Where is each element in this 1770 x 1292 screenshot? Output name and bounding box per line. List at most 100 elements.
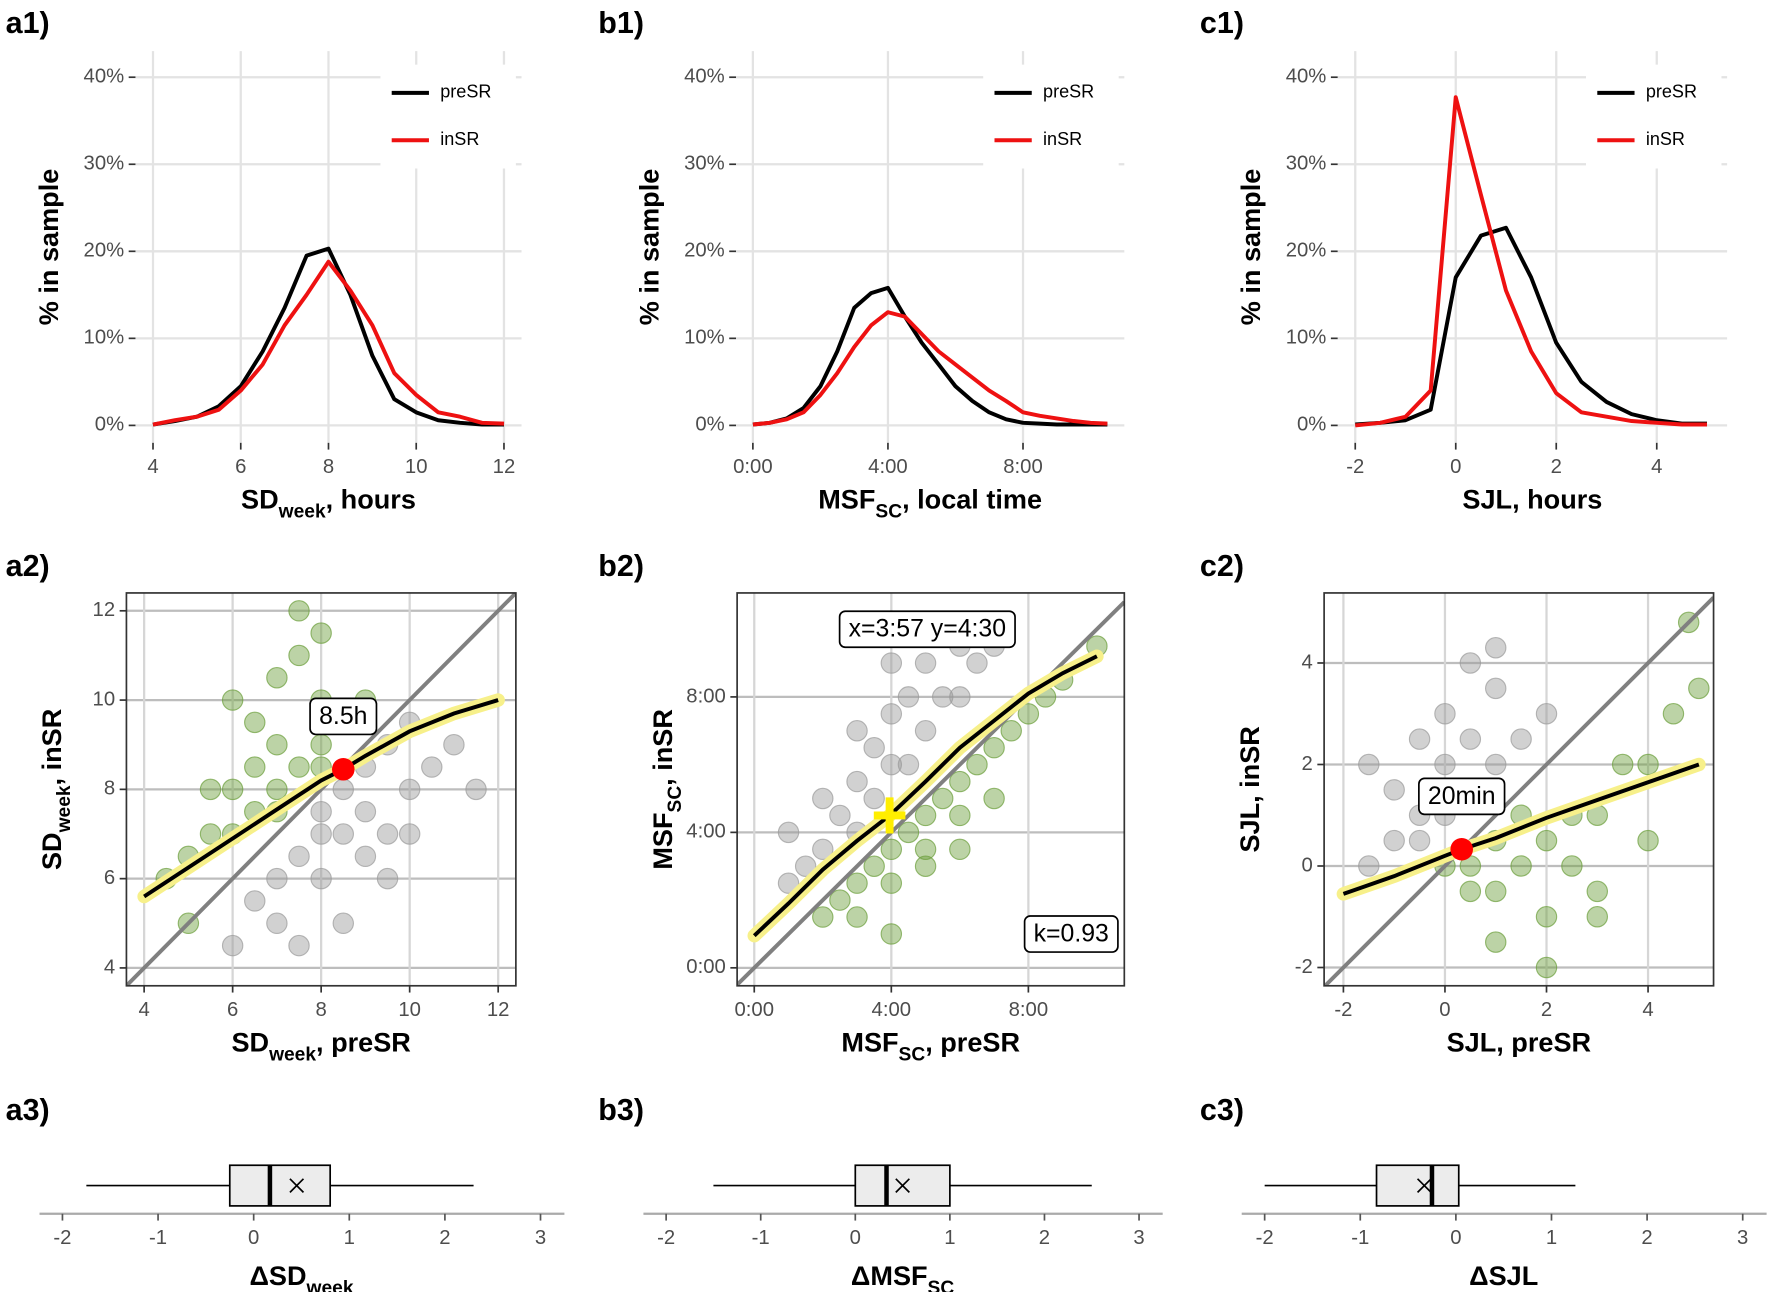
scatter-point — [1485, 753, 1507, 776]
scatter-point — [812, 838, 834, 861]
scatter-point — [244, 711, 266, 734]
x-tick-label: 4 — [1651, 456, 1662, 478]
scatter-point — [880, 703, 903, 725]
y-tick-label: 10 — [93, 688, 116, 710]
x-tick-label: 12 — [487, 999, 510, 1021]
x-tick-label: 0 — [1439, 999, 1450, 1021]
plot-border — [736, 592, 1126, 987]
y-axis-label: SJL, inSR — [1234, 726, 1265, 852]
scatter-point — [949, 686, 971, 708]
scatter-point — [880, 753, 903, 776]
scatter-point — [332, 823, 355, 845]
scatter-point — [332, 912, 355, 935]
scatter-point — [288, 600, 310, 622]
x-tick-label: -2 — [1346, 456, 1364, 478]
plot-area — [737, 600, 1125, 986]
plot-border — [1323, 592, 1715, 987]
scatter-point — [914, 652, 937, 674]
y-tick-label: 8 — [104, 778, 115, 800]
scatter-point — [1017, 703, 1040, 725]
scatter-point — [1510, 728, 1532, 750]
x-tick-label: 0 — [1450, 456, 1461, 478]
x-axis-label: SDweek, preSR — [231, 1027, 410, 1065]
scatter-point — [1459, 728, 1482, 750]
y-tick-label: 30% — [684, 153, 725, 175]
x-tick-label: 8 — [323, 456, 334, 478]
annotation: x=3:57 y=4:30 — [849, 616, 1006, 643]
plot-border — [125, 592, 517, 987]
x-tick-label: 0:00 — [733, 456, 773, 478]
scatter-point — [288, 756, 310, 778]
scatter-point — [914, 855, 937, 877]
scatter-point — [266, 778, 288, 801]
scatter-point — [288, 644, 310, 667]
scatter-point — [421, 756, 443, 778]
scatter-point — [288, 845, 310, 868]
label-part: SD — [36, 832, 67, 870]
y-axis-label: SDweek, inSR — [36, 709, 74, 870]
scatter-point — [1408, 728, 1431, 750]
box — [1375, 1164, 1460, 1207]
scatter-point — [880, 652, 903, 674]
label-part: ΔMSF — [851, 1260, 928, 1291]
marker — [331, 757, 355, 781]
scatter-point — [880, 923, 903, 945]
panel-label: b1) — [598, 6, 644, 40]
scatter-point — [863, 736, 885, 759]
y-axis-label: % in sample — [633, 169, 664, 326]
scatter-point — [244, 890, 266, 912]
x-tick-label: 3 — [535, 1227, 546, 1249]
scatter-point — [266, 733, 288, 756]
mean-marker — [1416, 1178, 1432, 1193]
label-part: , local time — [902, 484, 1042, 515]
legend-box — [983, 64, 1119, 169]
scatter-point — [310, 733, 332, 756]
scatter-point — [914, 838, 937, 861]
scatter-point — [266, 667, 288, 689]
x-tick-label: -2 — [1256, 1227, 1274, 1249]
scatter-point — [465, 778, 487, 801]
line-series — [1355, 95, 1708, 428]
scatter-point — [1434, 703, 1456, 725]
identity-line — [1324, 596, 1714, 986]
subscript: week — [306, 1278, 354, 1292]
scatter-point — [310, 823, 332, 845]
x-tick-label: 4 — [1642, 999, 1653, 1021]
scatter-point — [1408, 829, 1431, 852]
identity-line — [737, 600, 1125, 986]
scatter-point — [1459, 652, 1482, 674]
scatter-point — [949, 804, 971, 827]
scatter-point — [354, 845, 377, 868]
x-axis-label: SDweek, hours — [241, 484, 416, 522]
y-tick-label: 0% — [1297, 414, 1326, 436]
y-tick-label: 40% — [1286, 66, 1327, 88]
scatter-point — [1459, 880, 1482, 903]
scatter-point — [897, 821, 920, 844]
scatter-point — [1611, 753, 1634, 776]
scatter-point — [949, 770, 971, 793]
y-tick-label: 0% — [95, 414, 124, 436]
scatter-point — [221, 778, 244, 801]
scatter-point — [846, 872, 868, 894]
scatter-point — [1535, 906, 1558, 928]
subscript: week — [268, 1044, 316, 1065]
label-part: MSF — [841, 1027, 898, 1058]
y-tick-label: 4 — [104, 956, 115, 978]
scatter-point — [354, 800, 377, 823]
scatter-point — [863, 787, 885, 810]
label-part: , preSR — [925, 1027, 1020, 1058]
x-tick-label: 2 — [1641, 1227, 1652, 1249]
y-tick-label: 40% — [84, 66, 125, 88]
scatter-point — [266, 912, 288, 935]
x-axis-label: SJL, preSR — [1447, 1027, 1591, 1058]
scatter-point — [376, 867, 399, 890]
x-tick-label: 4:00 — [872, 999, 912, 1021]
y-axis-label: % in sample — [1235, 169, 1266, 326]
legend-label: inSR — [1646, 129, 1685, 149]
scatter-point — [949, 838, 971, 861]
scatter-point — [931, 787, 954, 810]
scatter-point — [1485, 931, 1507, 953]
scatter-point — [1688, 677, 1710, 700]
scatter-point — [1358, 855, 1380, 877]
label-part: % in sample — [33, 169, 64, 326]
